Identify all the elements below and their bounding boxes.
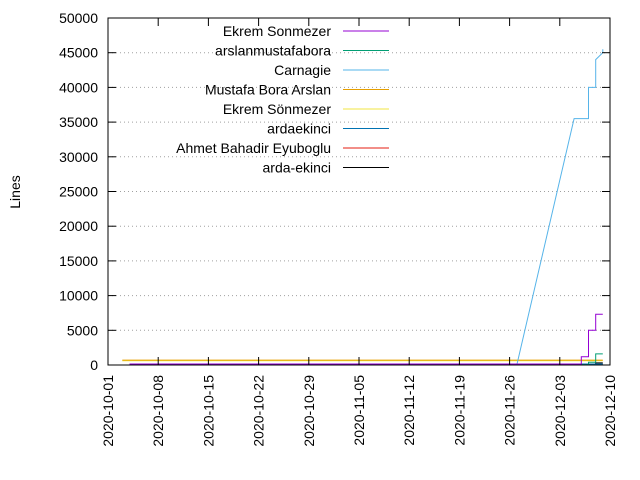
x-tick-label: 2020-11-12 [401,375,417,446]
x-tick-label: 2020-10-08 [150,375,166,447]
legend-label: Ekrem Sönmezer [223,101,331,117]
legend: Ekrem Sonmezer arslanmustafabora Carnagie M… [176,23,389,176]
y-tick-label: 0 [90,357,98,373]
x-tick-label: 2020-12-10 [602,375,618,447]
y-tick-label: 5000 [67,322,98,338]
y-tick-label: 30000 [59,149,98,165]
y-axis-label: Lines [7,175,23,208]
y-tick-label: 10000 [59,288,98,304]
series-line [194,49,604,366]
x-tick-label: 2020-10-01 [100,375,116,447]
y-tick-label: 40000 [59,79,98,95]
legend-label: Ahmet Bahadir Eyuboglu [176,140,331,156]
x-axis: 2020-10-01 2020-10-08 2020-10-15 2020-10-22… [100,18,618,447]
legend-label: ardaekinci [267,121,331,137]
x-tick-label: 2020-10-15 [200,375,216,447]
series-line [129,313,603,365]
y-tick-label: 15000 [59,253,98,269]
x-tick-label: 2020-11-19 [451,375,467,446]
legend-label: Ekrem Sonmezer [223,23,331,39]
y-tick-label: 45000 [59,45,98,61]
x-tick-label: 2020-11-05 [351,375,367,446]
x-tick-label: 2020-12-03 [552,375,568,447]
legend-label: Carnagie [274,62,331,78]
x-tick-label: 2020-10-29 [301,375,317,447]
x-tick-label: 2020-11-26 [502,375,518,446]
y-tick-label: 35000 [59,114,98,130]
legend-label: Mustafa Bora Arslan [205,82,331,98]
y-tick-label: 20000 [59,218,98,234]
legend-label: arslanmustafabora [215,43,331,59]
y-tick-label: 50000 [59,10,98,26]
series-line [158,353,603,366]
legend-label: arda-ekinci [263,160,331,176]
y-axis: 0 5000 10000 15000 20000 25000 30000 35000 40000… [59,10,610,373]
y-tick-label: 25000 [59,184,98,200]
series-lines [122,49,604,366]
x-tick-label: 2020-10-22 [251,375,267,447]
